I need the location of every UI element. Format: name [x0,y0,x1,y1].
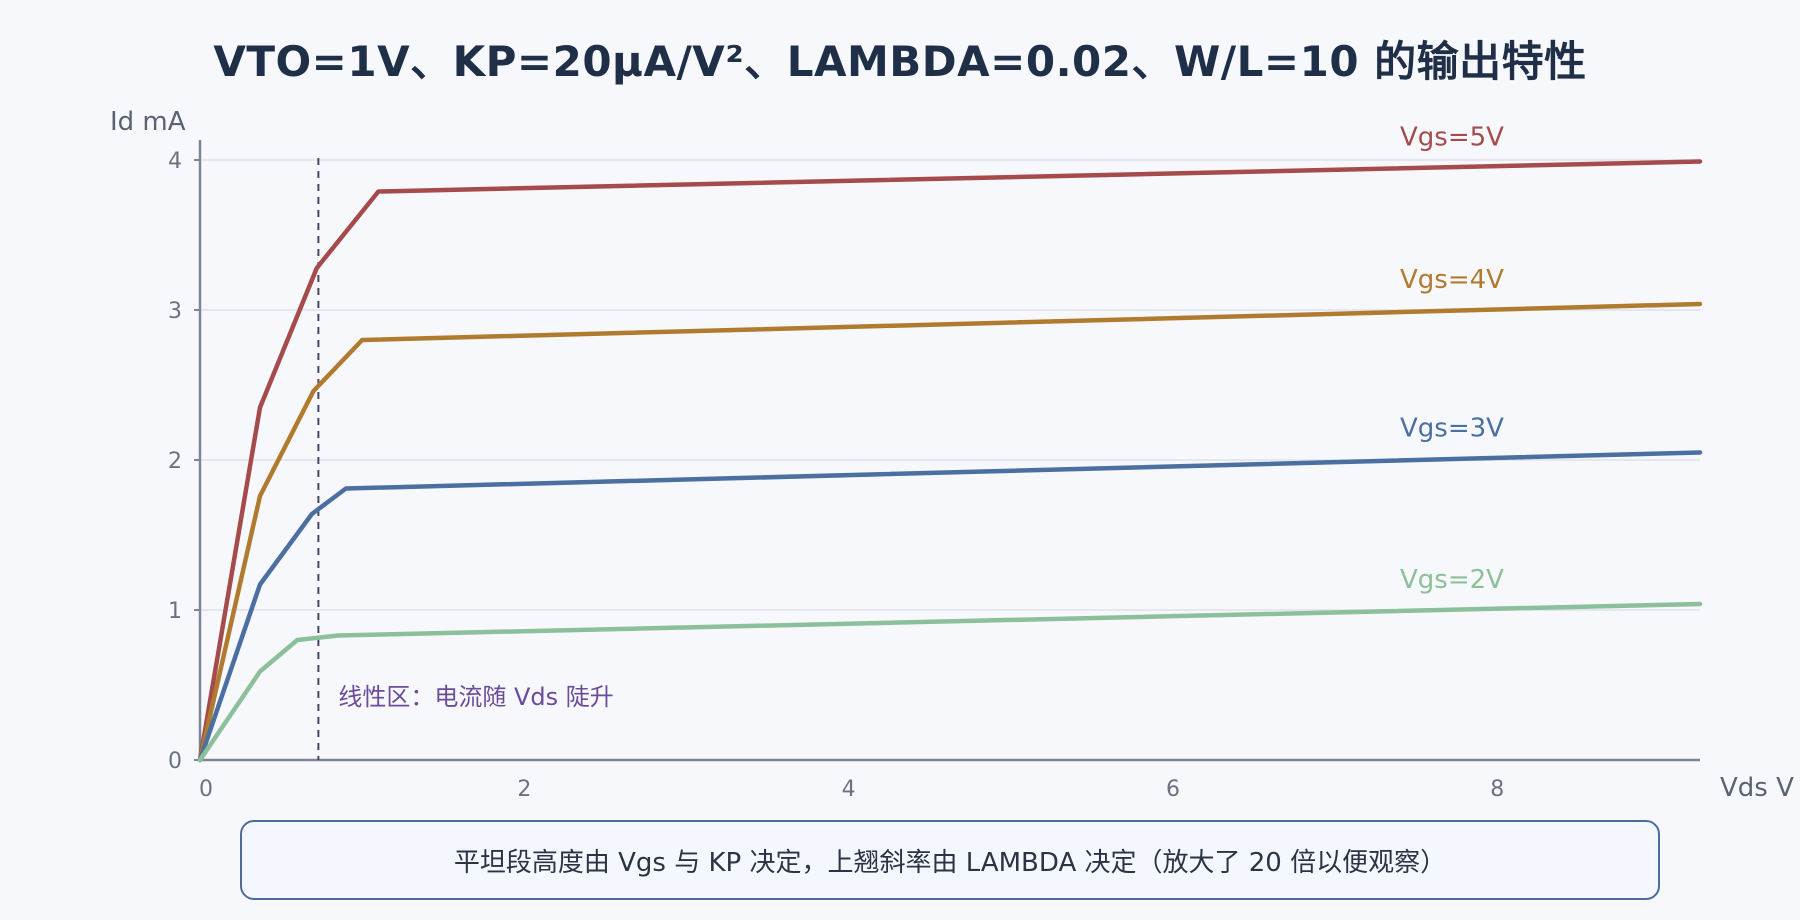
y-tick-label-1: 1 [168,599,182,624]
y-tick-label-2: 2 [168,449,182,474]
annotations: 线性区：电流随 Vds 陡升 [317,158,614,760]
x-tick-label-8: 8 [1490,777,1504,802]
axes [198,140,1700,762]
series-line-vgs-5v [197,159,1703,763]
series-line-vgs-4v [197,301,1703,763]
series-label-vgs-4v: Vgs=4V [1400,265,1504,295]
x-tick-label-2: 2 [517,777,531,802]
series-lines [197,159,1703,763]
series-line-vgs-2v [197,601,1703,763]
chart-title: VTO=1V、KP=20μA/V²、LAMBDA=0.02、W/L=10 的输出… [213,37,1587,86]
x-tick-label-4: 4 [842,777,856,802]
note-text: 平坦段高度由 Vgs 与 KP 决定，上翘斜率由 LAMBDA 决定（放大了 2… [453,847,1447,878]
x-axis-label: Vds V [1720,773,1794,803]
series-label-vgs-2v: Vgs=2V [1400,565,1504,595]
y-tick-label-4: 4 [168,149,182,174]
linear-region-annotation: 线性区：电流随 Vds 陡升 [338,683,613,711]
y-axis-label: Id mA [110,107,186,137]
x-tick-label-0: 0 [199,777,213,802]
tick-labels: 0 1 2 3 4 0 2 4 6 8 [168,149,1504,802]
x-tick-label-6: 6 [1166,777,1180,802]
y-tick-label-0: 0 [168,749,182,774]
y-tick-label-3: 3 [168,299,182,324]
note-box: 平坦段高度由 Vgs 与 KP 决定，上翘斜率由 LAMBDA 决定（放大了 2… [240,820,1660,900]
series-labels: Vgs=5V Vgs=4V Vgs=3V Vgs=2V [1400,123,1504,596]
series-label-vgs-3v: Vgs=3V [1400,414,1504,444]
series-label-vgs-5v: Vgs=5V [1400,123,1504,153]
series-line-vgs-3v [197,450,1703,763]
